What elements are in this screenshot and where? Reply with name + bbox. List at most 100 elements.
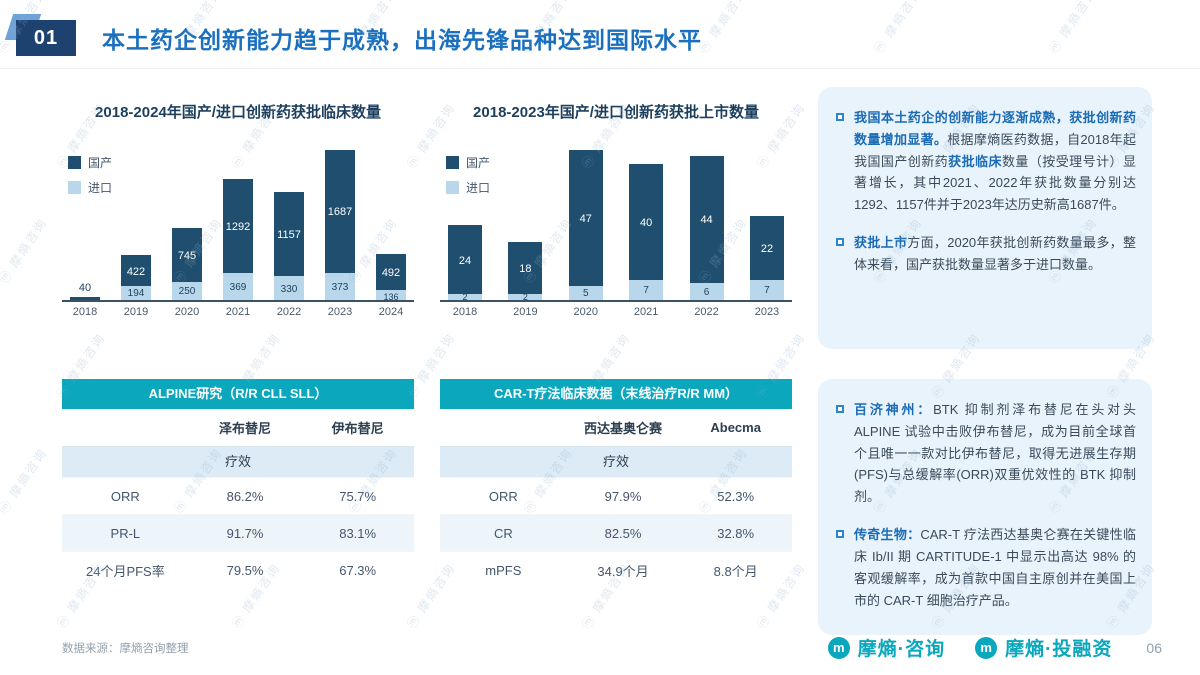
chart-x-axis-labels: 2018 2019 2020 2021 2022 2023 <box>440 302 792 318</box>
table-col-header: 西达基奥仑赛 <box>584 421 663 436</box>
x-axis-label: 2021 <box>225 306 251 318</box>
table-cell-value: 83.1% <box>339 525 377 541</box>
domestic-bar-segment <box>448 225 482 295</box>
domestic-value-label: 1157 <box>277 228 301 241</box>
text-segment: 获批临床 <box>948 153 1002 169</box>
table-cell-label: CR <box>493 525 513 541</box>
table-rows: ORR 97.9% 52.3% CR 82.5% 32.8% mPFS 34.9个月 8.8个月 <box>440 477 792 588</box>
bar-2023: 1687 373 <box>325 150 355 300</box>
bar-2024: 492 136 <box>376 152 406 302</box>
page-title: 本土药企创新能力趋于成熟，出海先锋品种达到国际水平 <box>102 27 702 53</box>
text-segment: 根据摩熵医药数据，自2018年起我国国产创新药 <box>854 131 1136 169</box>
insight-panel-top: 我国本土药企的创新能力逐渐成熟，获批创新药数量增加显著。根据摩熵医药数据，自20… <box>818 87 1152 349</box>
text-segment: BTK 抑制剂泽布替尼在头对头 ALPINE 试验中击败伊布替尼，成为目前全球首… <box>854 402 1136 505</box>
legend-swatch-icon <box>68 181 81 194</box>
text-segment: 百济神州： <box>854 402 934 417</box>
legend-item: 进口 <box>446 179 490 196</box>
domestic-value-label: 492 <box>381 267 401 280</box>
chart-plot-area: 国产 进口 40 422 194 745 250 1292 369 1157 330 1687 373… <box>62 150 414 318</box>
x-axis-label: 2022 <box>276 306 302 318</box>
import-bar-segment <box>121 285 151 300</box>
legend-label: 国产 <box>466 156 491 170</box>
table-section-label: 疗效 <box>62 447 414 477</box>
slide-header: 01 本土药企创新能力趋于成熟，出海先锋品种达到国际水平 <box>0 0 1200 69</box>
mohe-investment-logo: 摩熵·投融资 <box>975 634 1112 661</box>
bullet-item: 传奇生物：CAR-T 疗法西达基奥仑赛在关键性临床 Ib/II 期 CARTIT… <box>834 524 1136 611</box>
domestic-bar-segment <box>274 191 304 276</box>
legend-label: 进口 <box>88 181 113 195</box>
bullet-square-icon <box>836 113 844 121</box>
table-cell-value: 75.7% <box>339 488 377 504</box>
bullet-text: 我国本土药企的创新能力逐渐成熟，获批创新药数量增加显著。根据摩熵医药数据，自20… <box>854 107 1136 216</box>
domestic-bar-segment <box>749 216 784 280</box>
table-row: 24个月PFS率 79.5% 67.3% <box>62 551 414 588</box>
car-t-table: CAR-T疗法临床数据（末线治疗R/R MM） 西达基奥仑赛 Abecma 疗效… <box>440 379 792 636</box>
table-cell-label: mPFS <box>485 562 522 578</box>
table-cell-value: 32.8% <box>717 525 755 541</box>
domestic-value-label: 1292 <box>225 221 251 234</box>
chart-plot-area: 国产 进口 24 2 18 2 47 5 40 7 44 6 22 7 2018 2019 2020 2021… <box>440 150 792 318</box>
table-section-label: 疗效 <box>440 447 792 477</box>
import-value-label: 136 <box>383 292 399 302</box>
chart-x-axis-labels: 2018 2019 2020 2021 2022 2023 2024 <box>62 302 414 318</box>
text-segment: 传奇生物： <box>854 527 921 543</box>
chart-legend: 国产进口 <box>446 154 490 196</box>
text-segment: 数量（按受理号计）显著增长，其中2021、2022年获批数量分别达1292、11… <box>854 153 1136 213</box>
x-axis-label: 2020 <box>174 306 200 318</box>
domestic-value-label: 745 <box>177 249 197 262</box>
table-col-header: Abecma <box>710 420 761 435</box>
domestic-value-label: 422 <box>126 265 146 278</box>
x-axis-label: 2020 <box>573 306 599 318</box>
table-cell-value: 67.3% <box>339 562 377 578</box>
section-number: 01 <box>16 20 76 56</box>
section-number-badge: 01 <box>4 14 76 56</box>
data-source-note: 数据来源：摩熵咨询整理 <box>62 642 189 655</box>
table-cell-label: ORR <box>488 488 518 504</box>
domestic-bar-segment <box>629 164 664 280</box>
bar-2020: 745 250 <box>172 152 202 300</box>
mohe-investment-logo-text: 摩熵·投融资 <box>1005 639 1113 660</box>
table-row: ORR 86.2% 75.7% <box>62 477 414 514</box>
bar-2022: 44 6 <box>689 152 724 300</box>
insight-panel-bottom: 百济神州：BTK 抑制剂泽布替尼在头对头 ALPINE 试验中击败伊布替尼，成为… <box>818 379 1152 636</box>
table-cell-label: PR-L <box>110 525 141 541</box>
domestic-value-label: 22 <box>760 243 774 256</box>
bullet-list: 百济神州：BTK 抑制剂泽布替尼在头对头 ALPINE 试验中击败伊布替尼，成为… <box>834 399 1136 611</box>
domestic-value-label: 1687 <box>327 206 353 219</box>
table-cell-value: 8.8个月 <box>713 563 758 579</box>
domestic-bar-segment <box>568 150 603 286</box>
x-axis-label: 2021 <box>633 306 659 318</box>
import-value-label: 373 <box>331 281 349 293</box>
import-bar-segment <box>568 285 603 300</box>
x-axis-label: 2018 <box>72 306 98 318</box>
table-col-header: 伊布替尼 <box>331 421 384 436</box>
x-axis-label: 2023 <box>327 306 353 318</box>
import-value-label: 5 <box>583 288 589 300</box>
domestic-value-label: 24 <box>458 254 472 267</box>
domestic-bar-segment <box>325 150 355 273</box>
legend-swatch-icon <box>446 156 459 169</box>
chart-title: 2018-2023年国产/进口创新药获批上市数量 <box>473 104 759 121</box>
table-title: CAR-T疗法临床数据（末线治疗R/R MM） <box>440 379 792 409</box>
table-row: ORR 97.9% 52.3% <box>440 477 792 514</box>
table-cell-value: 86.2% <box>226 488 264 504</box>
domestic-value-label: 18 <box>519 263 532 276</box>
text-segment: CAR-T 疗法西达基奥仑赛在关键性临床 Ib/II 期 CARTITUDE-1… <box>854 527 1136 608</box>
table-title: ALPINE研究（R/R CLL SLL） <box>62 379 414 409</box>
table-cell-value: 34.9个月 <box>597 563 649 579</box>
domestic-value-label: 40 <box>640 217 653 230</box>
import-value-label: 7 <box>643 285 649 297</box>
bullet-square-icon <box>836 405 844 413</box>
table-cell-value: 97.9% <box>604 488 642 504</box>
text-segment: 获批上市 <box>854 235 908 251</box>
domestic-bar-segment <box>508 242 543 295</box>
bar-2018: 40 <box>70 152 100 300</box>
bar-2023: 22 7 <box>749 152 784 300</box>
table-header-row: 泽布替尼 伊布替尼 <box>62 409 414 447</box>
table-row: mPFS 34.9个月 8.8个月 <box>440 551 792 588</box>
import-value-label: 330 <box>280 283 298 295</box>
x-axis-label: 2018 <box>452 306 478 318</box>
bullet-text: 获批上市方面，2020年获批创新药数量最多，整体来看，国产获批数量显著多于进口数… <box>854 232 1136 276</box>
legend-item: 国产 <box>68 154 112 171</box>
import-value-label: 7 <box>764 285 770 297</box>
